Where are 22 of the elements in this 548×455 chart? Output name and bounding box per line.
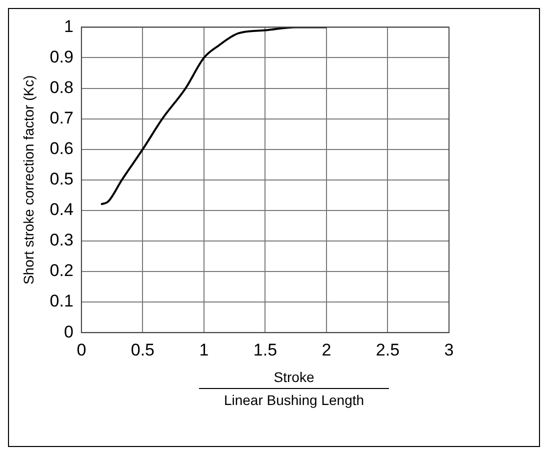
- y-axis-title: Short stroke correction factor (Kc): [20, 75, 36, 285]
- x-axis-title: Stroke: [272, 369, 316, 387]
- x-tick-label: 0.5: [130, 340, 155, 360]
- y-tick-label: 0.5: [50, 170, 74, 189]
- y-tick-label: 0.9: [50, 47, 74, 66]
- y-tick-label: 0.8: [50, 78, 74, 97]
- x-tick-label: 2.5: [376, 340, 400, 360]
- x-tick-label: 3: [444, 340, 454, 360]
- y-tick-label: 0: [64, 322, 74, 342]
- y-tick-label: 0.6: [50, 139, 74, 158]
- y-tick-label: 0.4: [50, 200, 74, 220]
- x-tick-label: 1: [199, 340, 209, 360]
- text: Linear Bushing Length: [199, 388, 389, 408]
- y-tick-label: 0.7: [50, 108, 74, 128]
- line-series: [100, 27, 328, 206]
- x-tick-label: 1.5: [253, 340, 278, 360]
- x-tick-label: 0: [76, 340, 86, 360]
- x-tick-label: 2: [322, 340, 332, 360]
- y-tick-label: 0.1: [50, 292, 74, 311]
- y-tick-label: 0.2: [50, 261, 74, 280]
- y-tick-label: 0.3: [50, 230, 74, 250]
- y-tick-label: 1: [64, 16, 74, 36]
